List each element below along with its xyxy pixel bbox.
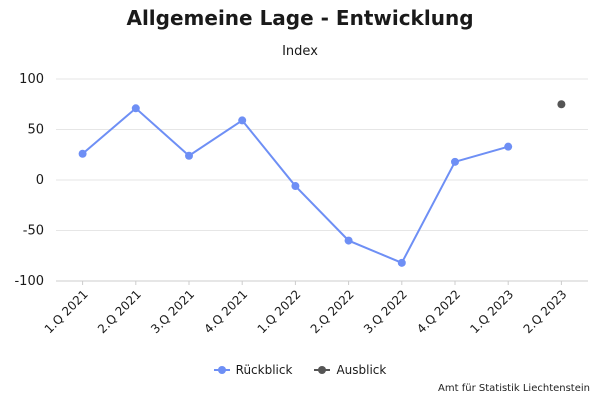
legend-item-rueckblick[interactable]: Rückblick <box>213 363 293 377</box>
x-tick-label: 2.Q 2022 <box>308 287 357 336</box>
x-tick-label: 1.Q 2022 <box>255 287 304 336</box>
credit-text: Amt für Statistik Liechtenstein <box>438 383 590 394</box>
legend-label-rueckblick: Rückblick <box>235 363 293 377</box>
data-point-rueckblick <box>185 151 193 160</box>
legend-marker-ausblick <box>314 365 331 375</box>
y-axis-title: Index <box>282 44 318 59</box>
x-tick-label: 2.Q 2023 <box>521 287 570 336</box>
x-tick-label: 4.Q 2022 <box>414 287 463 336</box>
data-point-rueckblick <box>344 236 353 245</box>
x-tick-label: 1.Q 2023 <box>467 287 516 336</box>
y-tick-label: -50 <box>23 224 44 239</box>
chart-title: Allgemeine Lage - Entwicklung <box>126 6 474 30</box>
x-tick-label: 3.Q 2022 <box>361 287 410 336</box>
y-tick-label: -100 <box>14 274 44 289</box>
data-point-rueckblick <box>504 142 513 151</box>
data-point-rueckblick <box>131 104 140 113</box>
legend: Rückblick Ausblick <box>0 363 600 377</box>
data-point-ausblick <box>557 100 566 109</box>
data-point-rueckblick <box>238 116 247 125</box>
legend-marker-rueckblick <box>213 365 230 375</box>
x-tick-label: 4.Q 2021 <box>201 287 250 336</box>
x-tick-label: 1.Q 2021 <box>42 287 91 336</box>
x-tick-label: 3.Q 2021 <box>148 287 197 336</box>
x-tick-label: 2.Q 2021 <box>95 287 144 336</box>
legend-label-ausblick: Ausblick <box>336 363 387 377</box>
y-tick-label: 100 <box>19 72 44 87</box>
data-point-rueckblick <box>451 157 459 166</box>
y-tick-label: 0 <box>36 173 44 188</box>
data-point-rueckblick <box>397 258 406 267</box>
y-tick-label: 50 <box>27 123 44 138</box>
legend-item-ausblick[interactable]: Ausblick <box>314 363 386 377</box>
data-point-rueckblick <box>291 182 300 191</box>
data-point-rueckblick <box>78 149 87 158</box>
